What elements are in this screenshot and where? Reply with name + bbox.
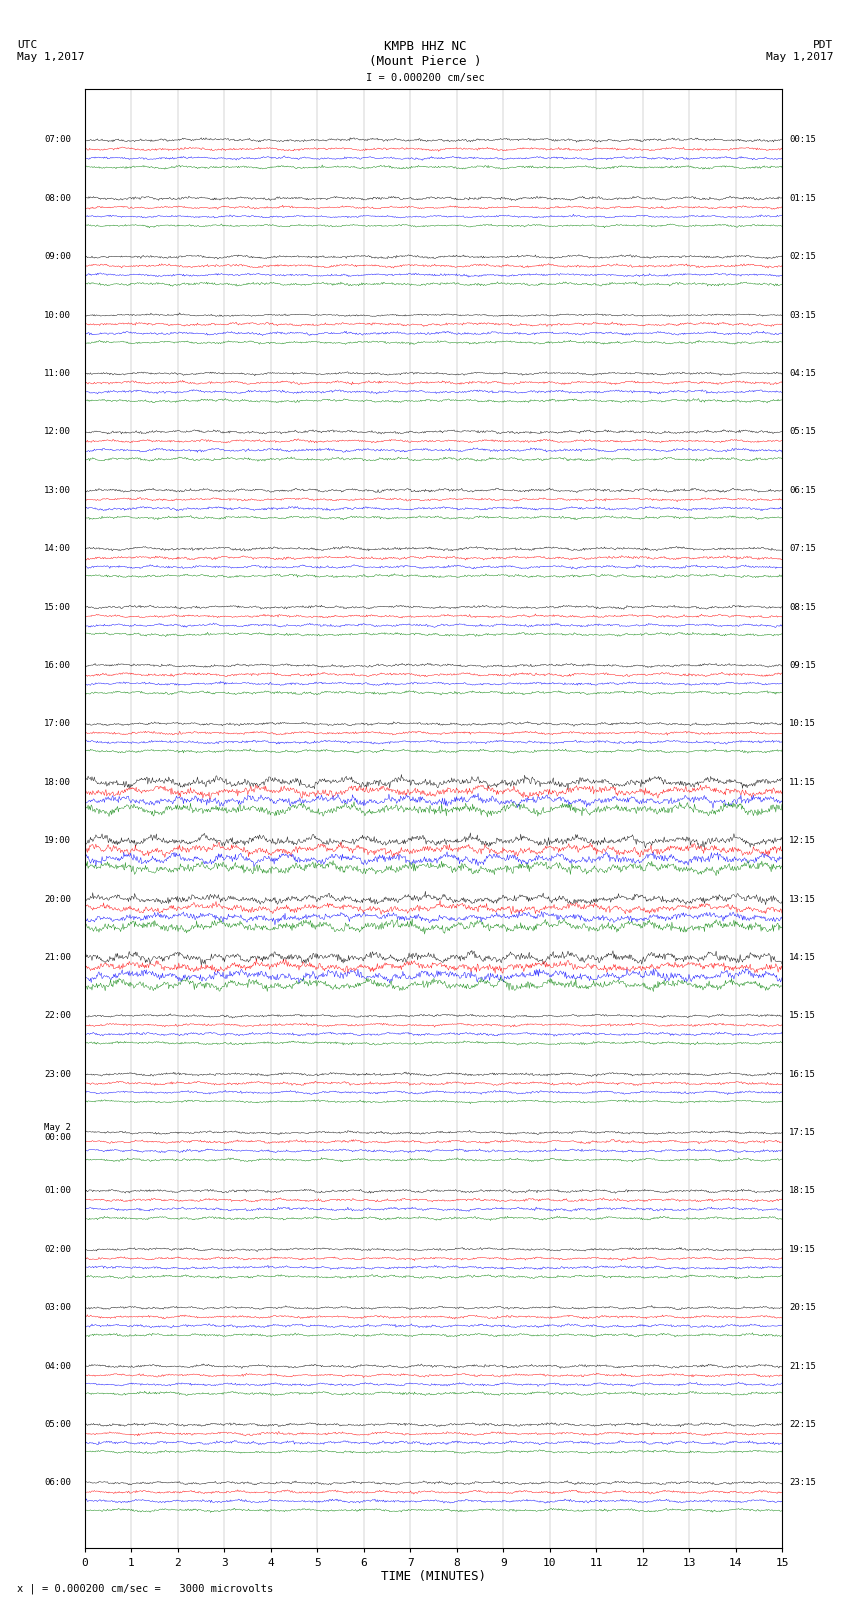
Text: 13:15: 13:15 [789, 895, 816, 903]
Text: May 2
00:00: May 2 00:00 [44, 1123, 71, 1142]
Text: 15:00: 15:00 [44, 603, 71, 611]
Text: 14:00: 14:00 [44, 544, 71, 553]
Text: x | = 0.000200 cm/sec =   3000 microvolts: x | = 0.000200 cm/sec = 3000 microvolts [17, 1582, 273, 1594]
Text: 06:00: 06:00 [44, 1479, 71, 1487]
Text: 01:15: 01:15 [789, 194, 816, 203]
Text: 11:15: 11:15 [789, 777, 816, 787]
Text: PDT
May 1,2017: PDT May 1,2017 [766, 40, 833, 61]
Text: 19:00: 19:00 [44, 836, 71, 845]
Text: 04:00: 04:00 [44, 1361, 71, 1371]
Text: I = 0.000200 cm/sec: I = 0.000200 cm/sec [366, 73, 484, 82]
Text: KMPB HHZ NC
(Mount Pierce ): KMPB HHZ NC (Mount Pierce ) [369, 40, 481, 68]
Text: 04:15: 04:15 [789, 369, 816, 377]
Text: 09:00: 09:00 [44, 252, 71, 261]
Text: 17:00: 17:00 [44, 719, 71, 729]
Text: 08:15: 08:15 [789, 603, 816, 611]
X-axis label: TIME (MINUTES): TIME (MINUTES) [381, 1571, 486, 1584]
Text: 19:15: 19:15 [789, 1245, 816, 1253]
Text: 22:15: 22:15 [789, 1419, 816, 1429]
Text: 22:00: 22:00 [44, 1011, 71, 1021]
Text: 10:15: 10:15 [789, 719, 816, 729]
Text: 13:00: 13:00 [44, 486, 71, 495]
Text: 06:15: 06:15 [789, 486, 816, 495]
Text: 09:15: 09:15 [789, 661, 816, 669]
Text: 14:15: 14:15 [789, 953, 816, 961]
Text: 15:15: 15:15 [789, 1011, 816, 1021]
Text: 18:15: 18:15 [789, 1187, 816, 1195]
Text: 08:00: 08:00 [44, 194, 71, 203]
Text: 10:00: 10:00 [44, 311, 71, 319]
Text: 20:15: 20:15 [789, 1303, 816, 1313]
Text: 05:15: 05:15 [789, 427, 816, 437]
Text: 02:15: 02:15 [789, 252, 816, 261]
Text: 12:00: 12:00 [44, 427, 71, 437]
Text: 00:15: 00:15 [789, 135, 816, 145]
Text: 16:15: 16:15 [789, 1069, 816, 1079]
Text: 07:15: 07:15 [789, 544, 816, 553]
Text: 12:15: 12:15 [789, 836, 816, 845]
Text: 11:00: 11:00 [44, 369, 71, 377]
Text: 17:15: 17:15 [789, 1127, 816, 1137]
Text: 07:00: 07:00 [44, 135, 71, 145]
Text: 21:15: 21:15 [789, 1361, 816, 1371]
Text: 16:00: 16:00 [44, 661, 71, 669]
Text: 23:15: 23:15 [789, 1479, 816, 1487]
Text: 05:00: 05:00 [44, 1419, 71, 1429]
Text: 21:00: 21:00 [44, 953, 71, 961]
Text: 03:15: 03:15 [789, 311, 816, 319]
Text: 23:00: 23:00 [44, 1069, 71, 1079]
Text: UTC
May 1,2017: UTC May 1,2017 [17, 40, 84, 61]
Text: 20:00: 20:00 [44, 895, 71, 903]
Text: 03:00: 03:00 [44, 1303, 71, 1313]
Text: 01:00: 01:00 [44, 1187, 71, 1195]
Text: 02:00: 02:00 [44, 1245, 71, 1253]
Text: 18:00: 18:00 [44, 777, 71, 787]
